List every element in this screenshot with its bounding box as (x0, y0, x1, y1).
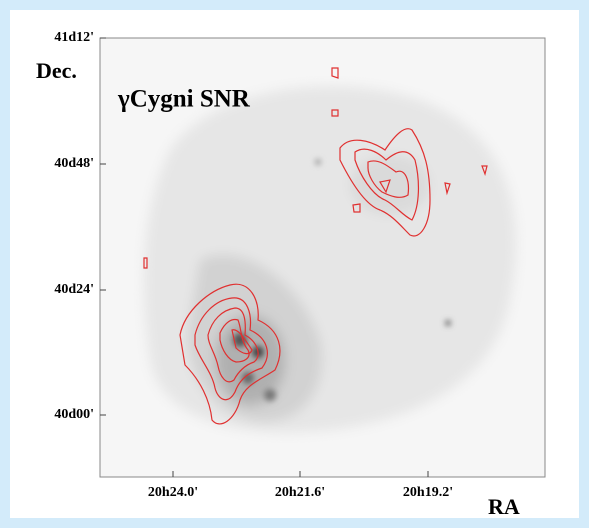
x-tick-label: 20h19.2' (403, 485, 453, 500)
x-tick-label: 20h24.0' (148, 485, 198, 500)
plot-frame (99, 37, 546, 478)
x-tick-label: 20h21.6' (275, 485, 325, 500)
y-tick-label: 41d12' (54, 30, 94, 45)
y-tick-label: 40d24' (54, 282, 94, 297)
sky-image (100, 38, 545, 477)
y-tick-label: 40d48' (54, 156, 94, 171)
y-tick-label: 40d00' (54, 407, 94, 422)
contours (143, 67, 488, 425)
x-axis-label: RA (488, 494, 520, 519)
y-axis-label: Dec. (36, 58, 77, 83)
ticks: 41d12' 40d48' 40d24' 40d00' 20h24.0' 20h21.6'… (54, 30, 453, 500)
figure-title: γCygni SNR (117, 86, 251, 113)
